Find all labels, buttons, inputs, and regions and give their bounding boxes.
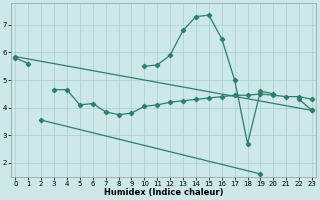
X-axis label: Humidex (Indice chaleur): Humidex (Indice chaleur)	[104, 188, 223, 197]
